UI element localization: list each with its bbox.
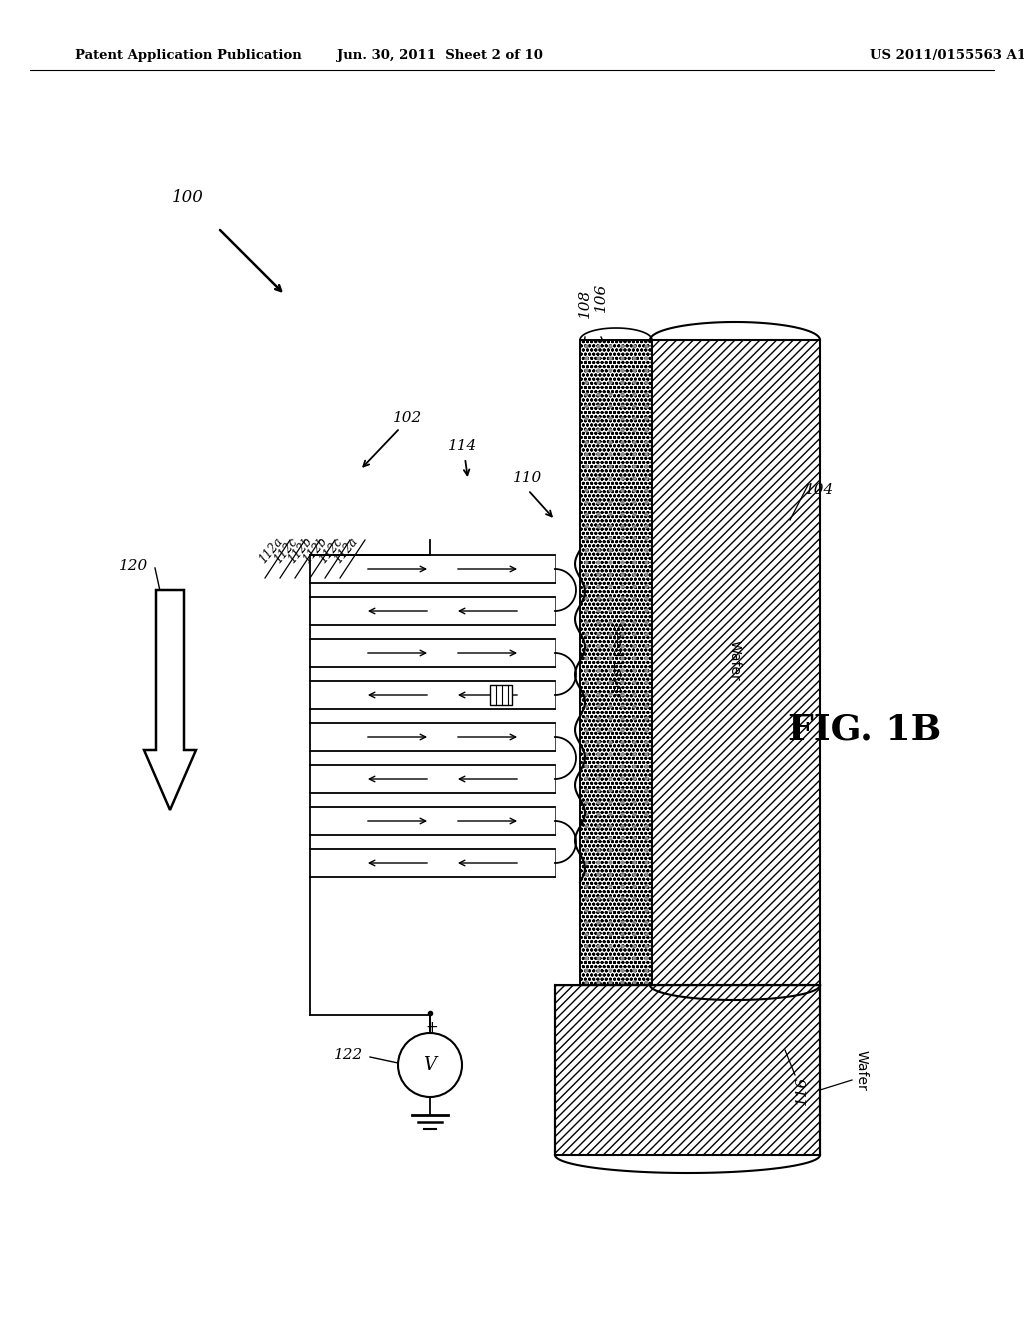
Text: Seed Layer: Seed Layer — [609, 623, 623, 697]
Text: V: V — [424, 1056, 436, 1074]
Text: 110: 110 — [513, 471, 543, 484]
Text: 112a: 112a — [256, 535, 285, 566]
Bar — [580, 341, 652, 985]
Bar — [650, 341, 820, 985]
Text: 112a: 112a — [331, 535, 360, 566]
Text: 112c: 112c — [316, 535, 345, 566]
Text: Patent Application Publication: Patent Application Publication — [75, 49, 302, 62]
Text: 104: 104 — [805, 483, 835, 498]
Text: 116: 116 — [795, 1076, 809, 1105]
Text: 102: 102 — [393, 411, 422, 425]
Text: 112c: 112c — [271, 535, 300, 566]
Text: 112b: 112b — [286, 535, 315, 566]
Text: 112b: 112b — [301, 535, 330, 566]
Text: FIG. 1B: FIG. 1B — [788, 713, 941, 747]
Bar — [555, 985, 820, 1155]
Text: +: + — [426, 1019, 438, 1035]
Polygon shape — [144, 590, 196, 810]
Text: Wafer: Wafer — [855, 1049, 869, 1090]
Text: Wafer: Wafer — [728, 640, 742, 680]
Text: 114: 114 — [449, 440, 477, 453]
Text: 122: 122 — [334, 1048, 362, 1063]
Circle shape — [398, 1034, 462, 1097]
Text: 108: 108 — [578, 289, 592, 318]
Text: US 2011/0155563 A1: US 2011/0155563 A1 — [870, 49, 1024, 62]
Text: 120: 120 — [119, 558, 148, 573]
Bar — [490, 685, 512, 705]
Bar — [580, 341, 652, 985]
Text: Jun. 30, 2011  Sheet 2 of 10: Jun. 30, 2011 Sheet 2 of 10 — [337, 49, 543, 62]
Text: 106: 106 — [594, 282, 608, 312]
Text: 100: 100 — [172, 190, 204, 206]
